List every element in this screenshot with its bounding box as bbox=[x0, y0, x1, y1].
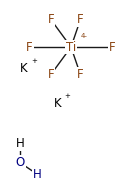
Text: O: O bbox=[15, 156, 25, 169]
Text: F: F bbox=[26, 41, 33, 54]
Text: Ti: Ti bbox=[66, 41, 76, 54]
Text: +: + bbox=[64, 93, 70, 99]
Text: F: F bbox=[77, 13, 84, 26]
Text: +: + bbox=[31, 58, 37, 64]
Text: F: F bbox=[109, 41, 116, 54]
Text: F: F bbox=[48, 13, 54, 26]
Text: 4-: 4- bbox=[80, 33, 87, 39]
Text: K: K bbox=[54, 97, 61, 110]
Text: H: H bbox=[16, 137, 25, 150]
Text: K: K bbox=[20, 62, 28, 75]
Text: F: F bbox=[48, 68, 54, 81]
Text: F: F bbox=[77, 68, 84, 81]
Text: H: H bbox=[33, 168, 42, 181]
